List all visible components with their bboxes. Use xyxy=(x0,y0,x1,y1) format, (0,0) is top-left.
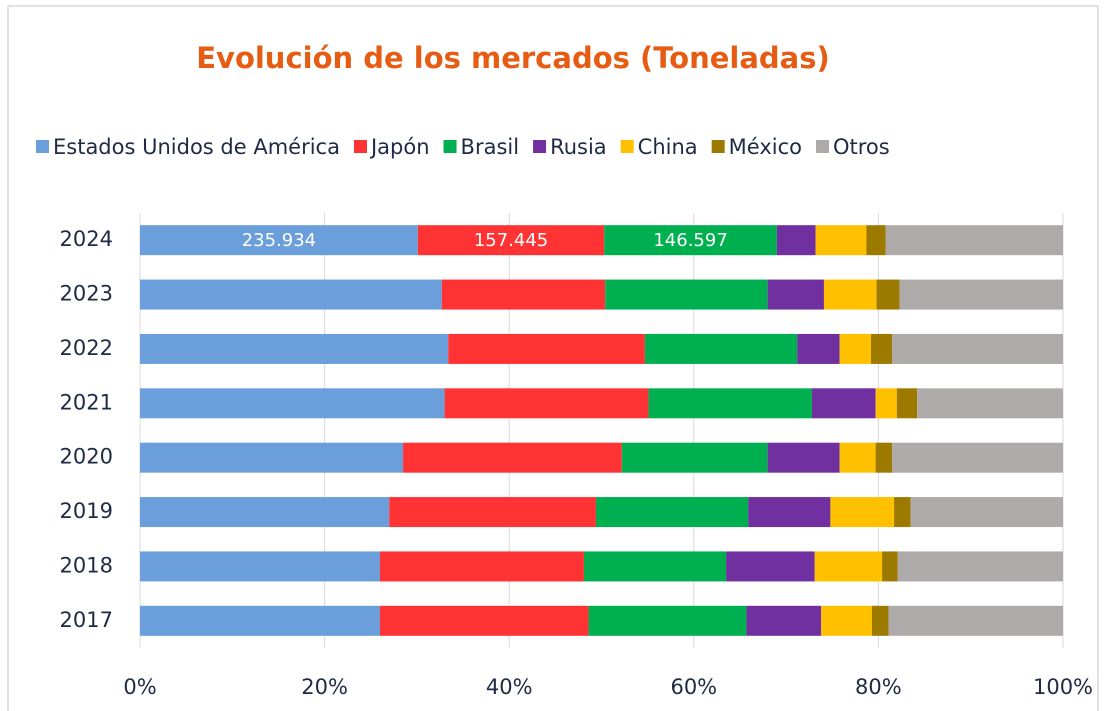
bar-segment xyxy=(776,225,816,256)
legend-swatch xyxy=(533,140,547,153)
bar-segment xyxy=(605,279,768,310)
bar-segment xyxy=(839,333,872,364)
legend-label: México xyxy=(729,135,802,159)
bar-segment xyxy=(892,333,1063,364)
y-tick-label: 2021 xyxy=(60,390,113,414)
bar-segment xyxy=(748,497,831,528)
bar-segment xyxy=(140,388,445,419)
bar-segment xyxy=(866,225,886,256)
x-tick-label: 20% xyxy=(301,675,348,699)
legend-swatch xyxy=(711,140,725,153)
y-tick-label: 2017 xyxy=(60,608,113,632)
bar-segment xyxy=(871,333,893,364)
bar-segment xyxy=(896,388,918,419)
bar-segment xyxy=(885,225,1063,256)
bar-segment xyxy=(140,225,418,256)
legend-swatch xyxy=(443,140,457,153)
bar-segment xyxy=(140,442,404,473)
x-tick-label: 40% xyxy=(486,675,533,699)
bar-segment xyxy=(379,551,584,582)
bar-segment xyxy=(379,605,589,636)
bar-segment xyxy=(823,279,877,310)
legend-label: Rusia xyxy=(550,135,607,159)
y-tick-label: 2020 xyxy=(60,445,113,469)
y-tick-label: 2023 xyxy=(60,282,113,306)
bar-segment xyxy=(811,388,876,419)
legend-label: Brasil xyxy=(461,135,520,159)
bar-segment xyxy=(746,605,822,636)
bar-segment xyxy=(417,225,605,256)
bar-segment xyxy=(814,551,883,582)
bar-segment xyxy=(588,605,747,636)
bar-segment xyxy=(910,497,1063,528)
bar-segment xyxy=(839,442,876,473)
legend-label: Estados Unidos de América xyxy=(53,135,340,159)
x-tick-label: 60% xyxy=(670,675,717,699)
bar-segment xyxy=(892,442,1063,473)
bar-segment xyxy=(897,551,1063,582)
x-tick-label: 100% xyxy=(1033,675,1093,699)
bar-segment xyxy=(917,388,1063,419)
bar-segment xyxy=(595,497,749,528)
bar-segment xyxy=(140,551,380,582)
bar-segment xyxy=(604,225,777,256)
bar-segment xyxy=(444,388,649,419)
bar-segment xyxy=(797,333,840,364)
legend-label: Japón xyxy=(369,135,430,159)
bar-segment xyxy=(140,279,442,310)
x-tick-label: 80% xyxy=(855,675,902,699)
bar-segment xyxy=(140,333,449,364)
y-tick-label: 2019 xyxy=(60,499,113,523)
bar-segment xyxy=(875,442,893,473)
bar-segment xyxy=(767,442,840,473)
legend-swatch xyxy=(620,140,634,153)
bar-segment xyxy=(621,442,768,473)
bar-segment xyxy=(821,605,872,636)
bar-segment xyxy=(583,551,727,582)
bar-segment xyxy=(882,551,898,582)
bar-segment xyxy=(871,605,889,636)
bar-segment xyxy=(899,279,1063,310)
bar-segment xyxy=(140,605,380,636)
bar-segment xyxy=(726,551,815,582)
bar-segment xyxy=(648,388,812,419)
bar-segment xyxy=(815,225,867,256)
y-tick-label: 2018 xyxy=(60,553,113,577)
bar-segment xyxy=(894,497,911,528)
bar-segment xyxy=(875,388,897,419)
data-label: 235.934 xyxy=(242,230,316,251)
legend-label: China xyxy=(638,135,698,159)
legend-swatch xyxy=(816,140,829,153)
bar-segment xyxy=(441,279,606,310)
legend-swatch xyxy=(36,140,49,153)
bar-segment xyxy=(876,279,900,310)
bar-segment xyxy=(403,442,622,473)
data-label: 157.445 xyxy=(474,230,548,251)
x-tick-label: 0% xyxy=(123,675,156,699)
bar-segment xyxy=(767,279,824,310)
bar-segment xyxy=(140,497,390,528)
chart-title: Evolución de los mercados (Toneladas) xyxy=(196,41,830,75)
data-label: 146.597 xyxy=(653,230,727,251)
y-tick-label: 2024 xyxy=(60,227,113,251)
legend-swatch xyxy=(353,140,367,153)
bar-segment xyxy=(830,497,895,528)
bar-segment xyxy=(389,497,596,528)
legend-label: Otros xyxy=(833,135,890,159)
bar-segment xyxy=(888,605,1063,636)
bar-segment xyxy=(644,333,798,364)
y-tick-label: 2022 xyxy=(60,336,113,360)
bar-segment xyxy=(448,333,645,364)
